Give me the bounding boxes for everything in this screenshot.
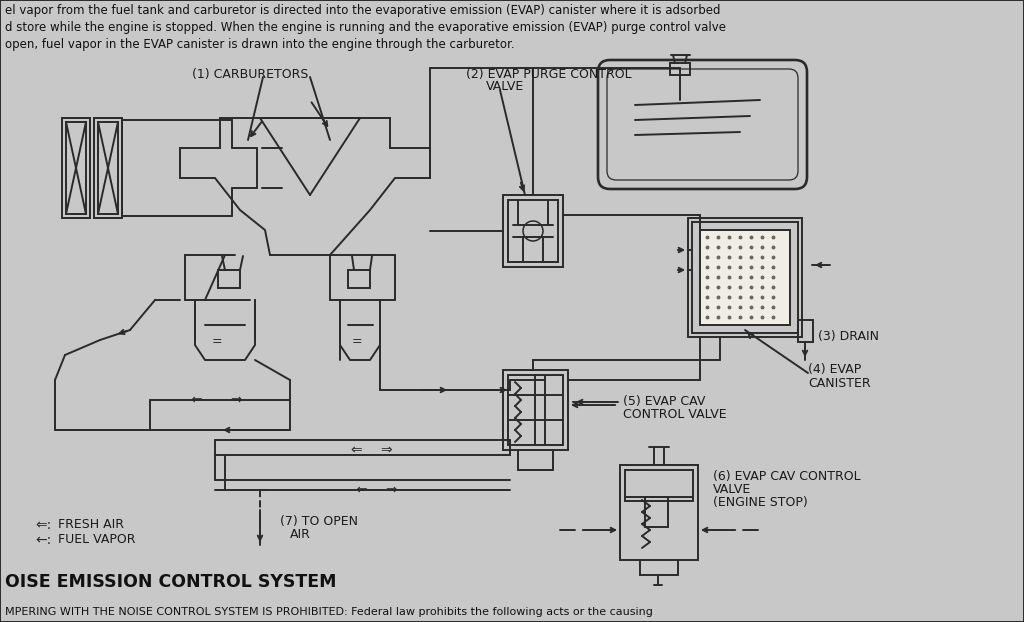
Text: ⇐: ⇐	[190, 393, 202, 407]
Bar	[94, 118, 122, 218]
Text: OISE EMISSION CONTROL SYSTEM: OISE EMISSION CONTROL SYSTEM	[5, 573, 337, 591]
Bar	[645, 497, 668, 527]
Text: (1) CARBURETORS: (1) CARBURETORS	[191, 68, 308, 81]
Bar	[692, 222, 798, 333]
Text: FRESH AIR: FRESH AIR	[58, 518, 124, 531]
Bar	[218, 270, 240, 288]
Text: VALVE: VALVE	[713, 483, 752, 496]
Bar	[670, 63, 690, 75]
Text: ←:: ←:	[35, 533, 51, 547]
Text: =: =	[212, 335, 222, 348]
Text: open, fuel vapor in the EVAP canister is drawn into the engine through the carbu: open, fuel vapor in the EVAP canister is…	[5, 38, 515, 51]
Bar	[66, 122, 86, 214]
Bar	[503, 370, 568, 450]
Text: (3) DRAIN: (3) DRAIN	[818, 330, 879, 343]
Text: el vapor from the fuel tank and carburetor is directed into the evaporative emis: el vapor from the fuel tank and carburet…	[5, 4, 721, 17]
Text: (5) EVAP CAV: (5) EVAP CAV	[623, 395, 706, 408]
Bar	[688, 218, 802, 337]
Text: d store while the engine is stopped. When the engine is running and the evaporat: d store while the engine is stopped. Whe…	[5, 21, 726, 34]
Text: ⇒: ⇒	[385, 483, 396, 497]
Bar	[508, 200, 558, 262]
Text: FUEL VAPOR: FUEL VAPOR	[58, 533, 135, 546]
Bar	[798, 320, 813, 342]
Text: (ENGINE STOP): (ENGINE STOP)	[713, 496, 808, 509]
Text: =: =	[352, 335, 362, 348]
Bar	[620, 465, 698, 560]
Bar	[700, 230, 790, 325]
Bar	[625, 470, 693, 501]
Bar	[508, 375, 563, 445]
Text: ⇐:: ⇐:	[35, 518, 51, 532]
Bar	[503, 195, 563, 267]
Text: (4) EVAP: (4) EVAP	[808, 363, 861, 376]
Text: (2) EVAP PURGE CONTROL: (2) EVAP PURGE CONTROL	[466, 68, 632, 81]
Text: ⇒: ⇒	[380, 443, 391, 457]
Text: ⇒: ⇒	[230, 393, 242, 407]
Text: ⇐: ⇐	[355, 483, 367, 497]
Text: CANISTER: CANISTER	[808, 377, 870, 390]
Text: CONTROL VALVE: CONTROL VALVE	[623, 408, 727, 421]
Text: MPERING WITH THE NOISE CONTROL SYSTEM IS PROHIBITED: Federal law prohibits the f: MPERING WITH THE NOISE CONTROL SYSTEM IS…	[5, 607, 653, 617]
Text: AIR: AIR	[290, 528, 311, 541]
Text: (6) EVAP CAV CONTROL: (6) EVAP CAV CONTROL	[713, 470, 860, 483]
Text: ⇐: ⇐	[350, 443, 361, 457]
Text: VALVE: VALVE	[486, 80, 524, 93]
Bar	[98, 122, 118, 214]
Text: (7) TO OPEN: (7) TO OPEN	[280, 515, 358, 528]
Bar	[348, 270, 370, 288]
Bar	[62, 118, 90, 218]
